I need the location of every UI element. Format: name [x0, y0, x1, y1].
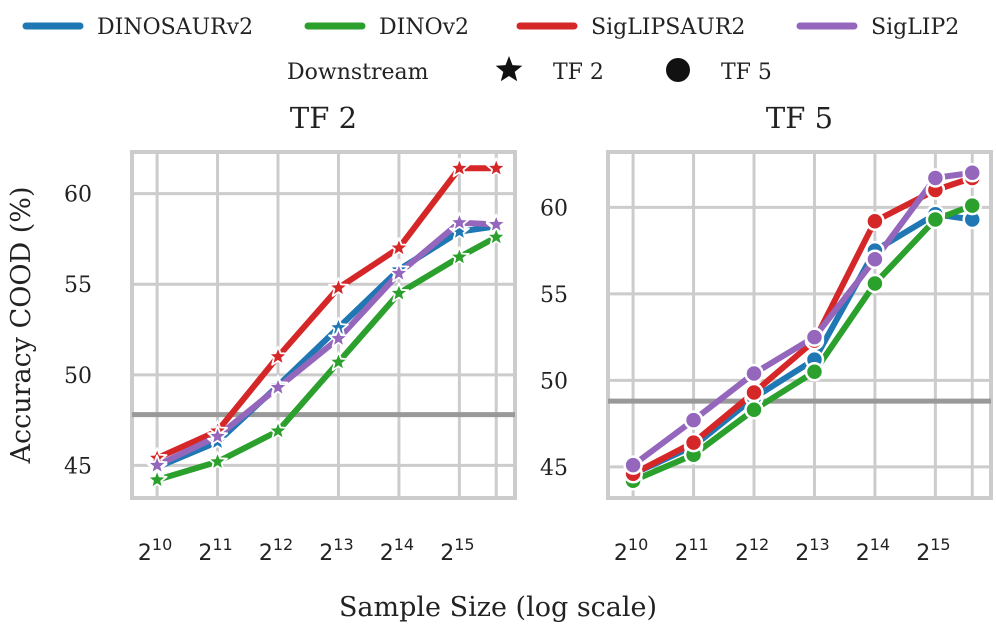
point-0-3-2 [267, 376, 289, 397]
point-0-1-1 [207, 450, 228, 471]
point-1-3-6 [962, 163, 982, 183]
x-tick-label-0-0: 210 [138, 535, 172, 566]
point-1-3-3 [804, 327, 825, 347]
y-tick-label-0-3: 60 [64, 183, 92, 208]
x-tick-label-0-1: 211 [198, 535, 232, 566]
point-0-1-6 [485, 226, 507, 247]
point-0-0-5 [449, 220, 470, 241]
panel-0: TF 2 45 50 55 60 210 211 212 213 214 215 [64, 101, 517, 566]
y-tick-label-0-1: 50 [64, 364, 92, 389]
point-0-1-0 [146, 469, 168, 489]
point-0-3-0 [146, 454, 168, 475]
x-tick-label-0-3: 213 [319, 535, 353, 566]
point-1-2-1 [683, 432, 704, 453]
point-1-3-5 [925, 168, 946, 188]
y-axis-label: Accuracy COOD (%) [6, 187, 37, 465]
y-tick-label-1-1: 50 [540, 369, 568, 394]
legend-label-0: DINOSAURv2 [97, 15, 253, 40]
point-1-2-4 [865, 211, 885, 231]
point-1-1-6 [962, 195, 982, 216]
x-axis-label: Sample Size (log scale) [339, 592, 657, 623]
point-1-1-5 [925, 209, 946, 230]
point-0-3-3 [328, 327, 349, 348]
point-0-3-4 [388, 262, 410, 283]
point-1-3-1 [683, 410, 704, 430]
panel-1: TF 5 45 50 55 60 210 211 212 213 214 215 [540, 101, 993, 566]
point-1-2-2 [744, 382, 764, 403]
point-0-1-2 [267, 420, 289, 440]
panel-frame-1 [606, 150, 993, 500]
legend-label-1: DINOv2 [379, 15, 469, 40]
y-tick-label-0-0: 45 [64, 454, 92, 479]
x-tick-label-0-5: 215 [440, 535, 474, 566]
circle-icon [666, 58, 690, 82]
point-0-2-2 [267, 345, 289, 366]
x-tick-label-1-3: 213 [795, 535, 829, 566]
point-0-3-1 [207, 425, 228, 446]
point-1-1-2 [744, 400, 764, 420]
legend: DINOSAURv2 DINOv2 SigLIPSAUR2 SigLIP2 Downst… [22, 15, 959, 85]
panel-frame-0 [130, 150, 517, 500]
point-0-2-3 [328, 277, 349, 297]
point-0-2-6 [485, 157, 507, 178]
x-tick-label-1-5: 215 [916, 535, 950, 566]
point-1-3-0 [623, 455, 643, 475]
panel-title-0: TF 2 [290, 101, 357, 135]
x-tick-label-1-1: 211 [674, 535, 708, 566]
x-tick-label-0-2: 212 [259, 535, 293, 566]
x-tick-label-1-4: 214 [856, 535, 890, 566]
y-tick-label-1-2: 55 [540, 283, 568, 308]
star-icon [495, 56, 523, 82]
y-tick-label-0-2: 55 [64, 273, 92, 298]
panel-title-1: TF 5 [766, 101, 833, 135]
legend-marker-label-1: TF 5 [721, 60, 772, 85]
legend-label-2: SigLIPSAUR2 [591, 15, 745, 40]
point-0-3-5 [449, 211, 470, 232]
legend-group-title: Downstream [287, 60, 429, 85]
point-0-1-4 [388, 282, 410, 303]
point-0-1-3 [328, 351, 349, 372]
point-1-1-3 [804, 361, 825, 382]
y-tick-label-1-3: 60 [540, 196, 568, 221]
x-tick-label-0-4: 214 [380, 535, 414, 566]
point-1-3-4 [865, 249, 885, 270]
point-0-2-4 [388, 237, 410, 257]
point-0-1-5 [449, 246, 470, 267]
point-0-2-5 [449, 157, 470, 178]
legend-marker-label-0: TF 2 [553, 60, 604, 85]
y-tick-label-1-0: 45 [540, 456, 568, 481]
x-tick-label-1-2: 212 [735, 535, 769, 566]
x-tick-label-1-0: 210 [614, 535, 648, 566]
point-1-1-4 [865, 273, 885, 294]
point-0-3-6 [485, 213, 507, 234]
chart-panels: TF 2 45 50 55 60 210 211 212 213 214 215 TF 5 45 50 55… [64, 101, 993, 566]
point-1-3-2 [744, 363, 764, 384]
legend-label-3: SigLIP2 [871, 15, 959, 40]
